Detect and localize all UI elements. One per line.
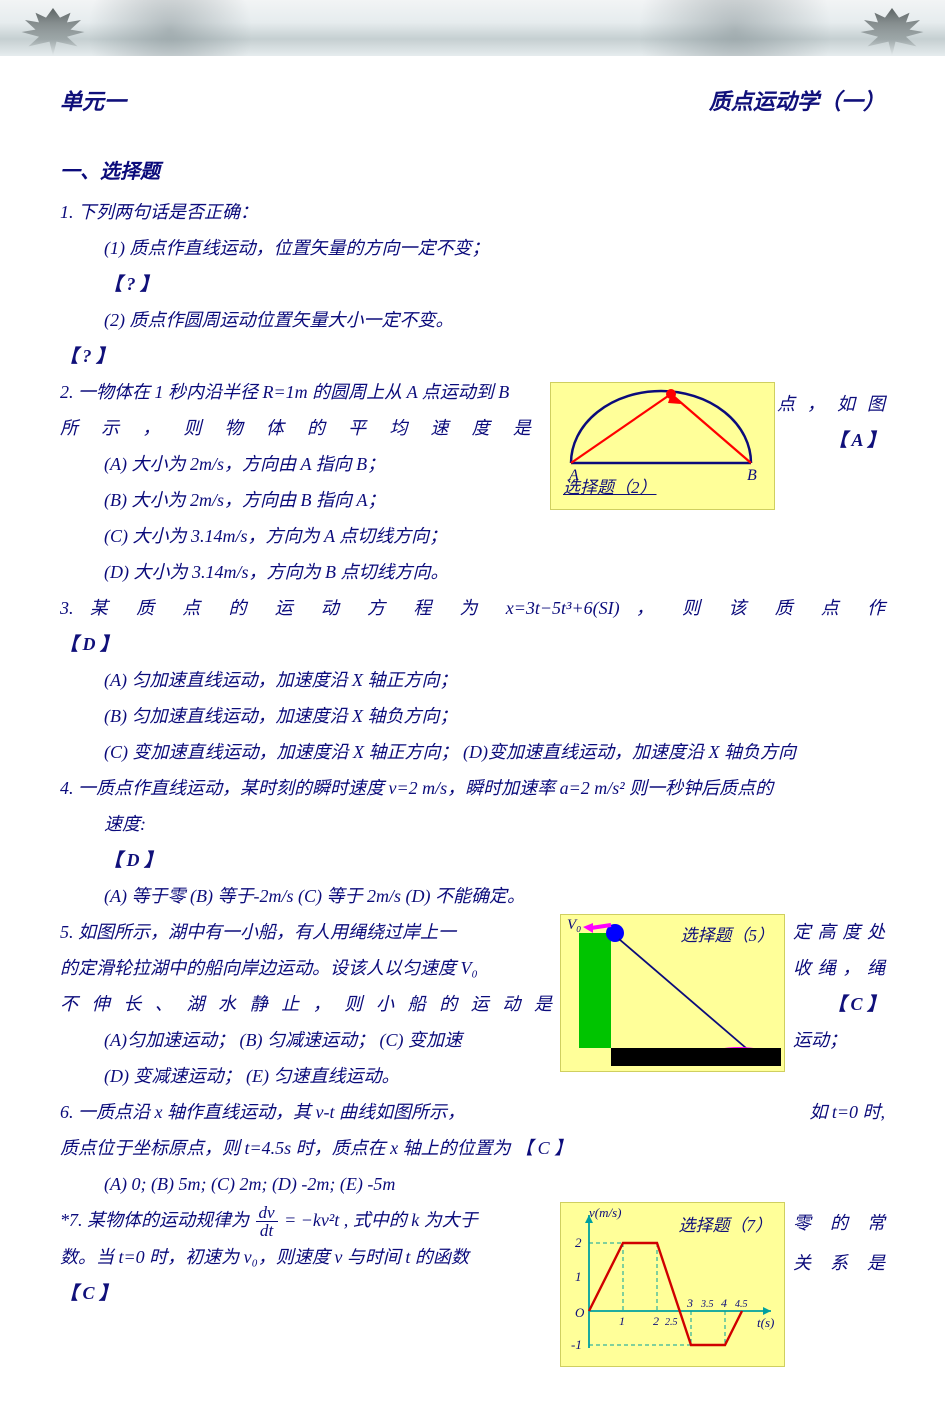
svg-text:V₀: V₀: [567, 917, 581, 933]
q3-opt-a: (A) 匀加速直线运动，加速度沿 X 轴正方向；: [60, 662, 885, 698]
q2-opt-d: (D) 大小为 3.14m/s，方向为 B 点切线方向。: [60, 554, 885, 590]
q5-l1l: 5. 如图所示，湖中有一小船，有人用绳绕过岸上一: [60, 914, 552, 950]
svg-text:O: O: [575, 1305, 585, 1320]
figure-q7: 2 1 O -1 1 2 2.5 3 3.5 4 4.5 v(m/s) t(s)…: [560, 1202, 785, 1367]
q6-l1l: 6. 一质点沿 x 轴作直线运动，其 v-t 曲线如图所示，: [60, 1094, 465, 1130]
q2-opt-c: (C) 大小为 3.14m/s，方向为 A 点切线方向；: [60, 518, 885, 554]
svg-text:t(s): t(s): [757, 1315, 774, 1330]
q4-line1: 4. 一质点作直线运动，某时刻的瞬时速度 v=2 m/s，瞬时加速率 a=2 m…: [60, 770, 885, 806]
q5-l2l: 的定滑轮拉湖中的船向岸边运动。设该人以匀速度 V₀: [60, 950, 554, 986]
q1-p1: (1) 质点作直线运动，位置矢量的方向一定不变；: [60, 230, 885, 266]
figure-q7-caption: 选择题（7）: [679, 1209, 773, 1243]
q2-ans: 【 A 】: [829, 422, 885, 458]
svg-text:2: 2: [575, 1235, 582, 1250]
q2-line2-left: 所 示 ， 则 物 体 的 平 均 速 度 是 ：: [60, 410, 572, 446]
q7-l1r: 零 的 常: [793, 1202, 885, 1245]
q2-r1: 点 ， 如 图: [777, 386, 885, 422]
q3-line1: 3. 某 质 点 的 运 动 方 程 为 x=3t−5t³+6(SI) ， 则 …: [60, 590, 885, 626]
q5-l1r: 定高度处: [793, 914, 885, 950]
q5-ans: 【 C 】: [793, 986, 885, 1022]
q7-l2l: 数。当 t=0 时，初速为 v₀，则速度 v 与时间 t 的函数: [60, 1239, 552, 1275]
q4-opts: (A) 等于零 (B) 等于-2m/s (C) 等于 2m/s (D) 不能确定…: [60, 878, 885, 914]
q3-opt-b: (B) 匀加速直线运动，加速度沿 X 轴负方向；: [60, 698, 885, 734]
q4-line2: 速度:: [60, 806, 885, 842]
svg-text:1: 1: [575, 1269, 582, 1284]
q7-l2r: 关 系 是: [793, 1245, 885, 1281]
decorative-header-image: [0, 0, 945, 56]
page-content: 单 元 一 质 点 运 动 学 （ 一 ） 一、选择题 1. 下列两句话是否正确…: [0, 56, 945, 1402]
q5-l4r: 运动；: [793, 1022, 885, 1058]
q5-l3l: 不 伸 长 、 湖 水 静 止 ， 则 小 船 的 运 动 是: [60, 986, 552, 1022]
q4-ans: 【 D 】: [60, 842, 885, 878]
q3-opt-c: (C) 变加速直线运动，加速度沿 X 轴正方向； (D)变加速直线运动，加速度沿…: [60, 734, 885, 770]
q1-ans1: 【 ? 】: [60, 266, 885, 302]
svg-text:-1: -1: [571, 1337, 582, 1352]
svg-text:B: B: [747, 467, 757, 483]
section-1-title: 一、选择题: [60, 152, 885, 192]
q6-l2: 质点位于坐标原点，则 t=4.5s 时，质点在 x 轴上的位置为 【 C 】: [60, 1130, 885, 1166]
q5-l2r: 收 绳 ， 绳: [793, 950, 885, 986]
q1-ans2: 【 ? 】: [60, 338, 885, 374]
q5-l4l: (A)匀加速运动； (B) 匀减速运动； (C) 变加速: [60, 1022, 552, 1058]
svg-text:2.5: 2.5: [665, 1317, 678, 1328]
q6-l1r: 如 t=0 时,: [809, 1094, 885, 1130]
svg-text:2: 2: [653, 1314, 659, 1328]
svg-text:3: 3: [686, 1296, 693, 1310]
svg-text:1: 1: [619, 1314, 625, 1328]
figure-q5: V₀ 选择题（5）: [560, 914, 785, 1072]
q7-l1l: *7. 某物体的运动规律为 dv dt = −kv²t , 式中的 k 为大于: [60, 1202, 552, 1239]
q6-opts: (A) 0; (B) 5m; (C) 2m; (D) -2m; (E) -5m: [60, 1166, 885, 1202]
q1-p2: (2) 质点作圆周运动位置矢量大小一定不变。: [60, 302, 885, 338]
figure-q2-real: A B 选择题（2）: [550, 382, 775, 510]
q1-stem: 1. 下列两句话是否正确：: [60, 194, 885, 230]
svg-text:v(m/s): v(m/s): [589, 1205, 622, 1220]
svg-text:4: 4: [721, 1296, 727, 1310]
figure-q5-caption: 选择题（5）: [681, 919, 775, 953]
q3-ans: 【 D 】: [60, 626, 885, 662]
svg-text:4.5: 4.5: [735, 1299, 748, 1310]
svg-text:3.5: 3.5: [700, 1299, 714, 1310]
unit-title: 单 元 一 质 点 运 动 学 （ 一 ）: [60, 70, 885, 148]
